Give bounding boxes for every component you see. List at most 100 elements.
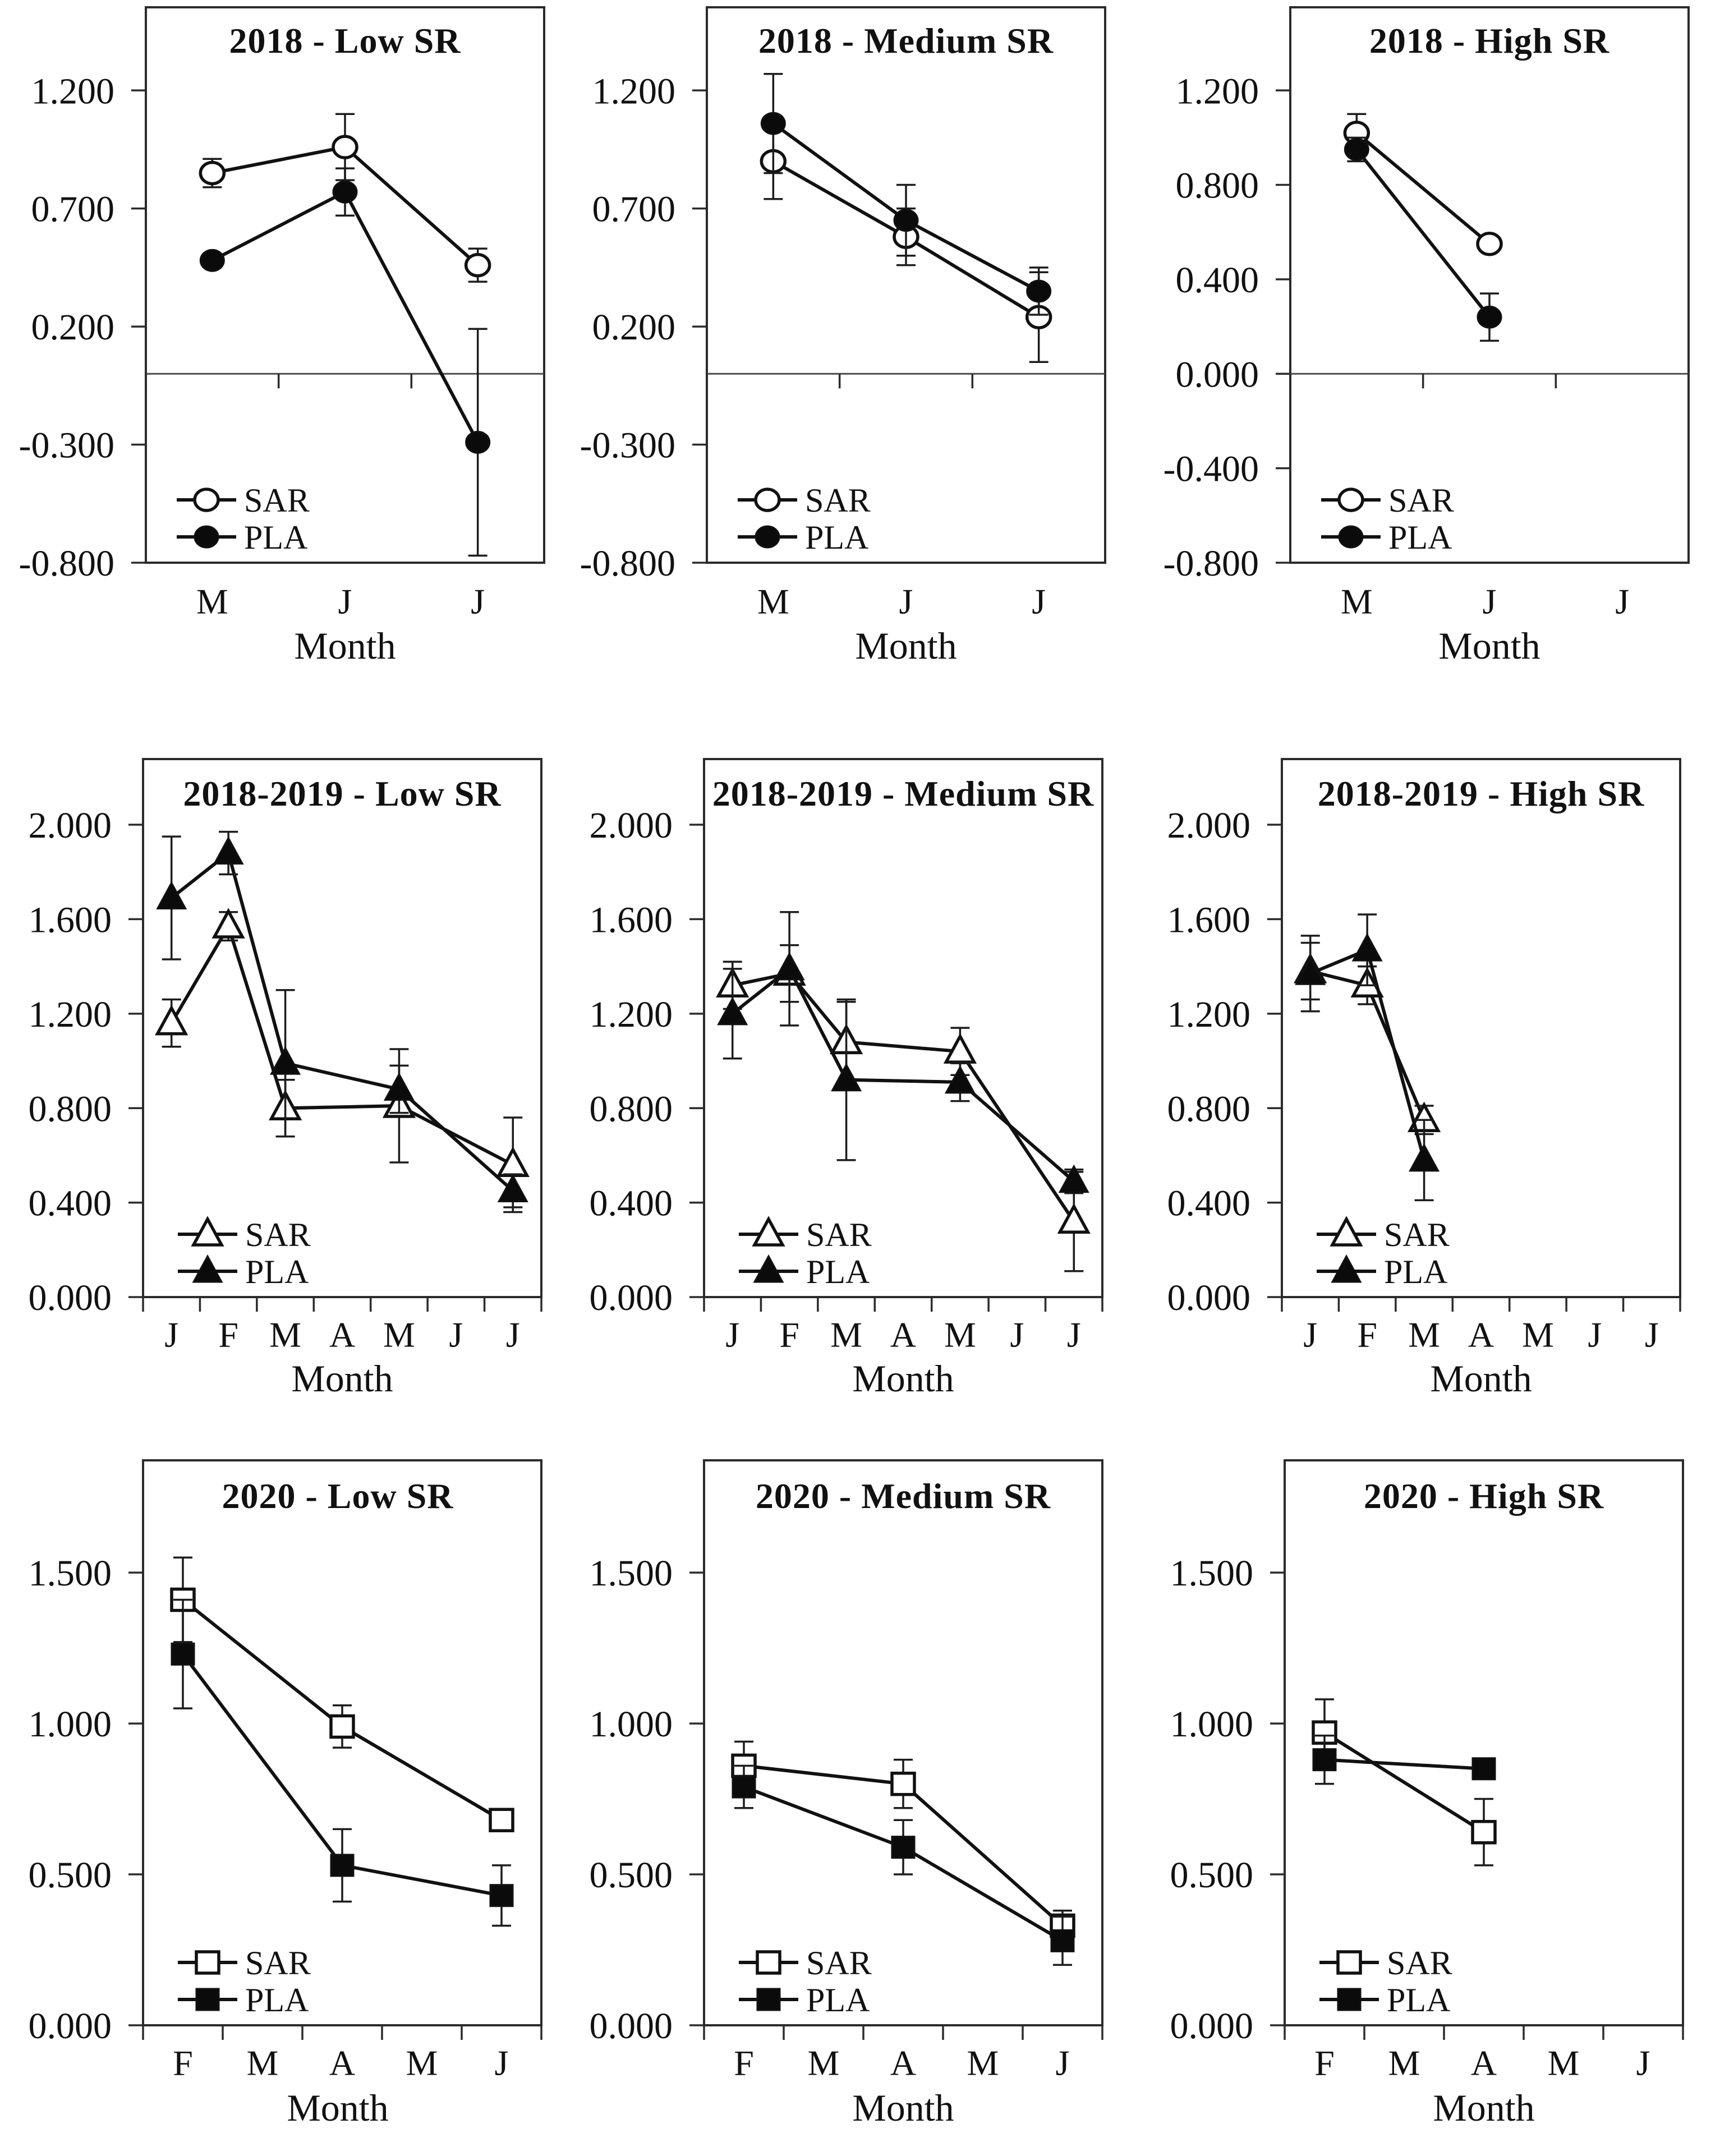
x-tick-label: M: [247, 2043, 279, 2083]
data-point-marker-filled-triangle: [213, 836, 244, 865]
legend-label: SAR: [805, 482, 871, 519]
x-tick-label: F: [1314, 2043, 1335, 2083]
data-point-marker-filled-triangle: [1409, 1143, 1440, 1172]
data-point-marker-filled-square: [195, 1988, 220, 2011]
x-tick-label: M: [944, 1314, 976, 1354]
y-axis: 2.000 1.600 1.200 0.800 0.400 0.000: [590, 805, 704, 1318]
data-point-marker-filled-circle: [1026, 279, 1052, 303]
y-tick-label: -0.800: [580, 543, 675, 584]
data-point-marker-filled-square: [171, 1642, 195, 1666]
plot-border: [1289, 6, 1690, 564]
x-tick-label: J: [1010, 1314, 1024, 1354]
data-point-marker-filled-triangle: [1295, 957, 1326, 985]
plot-border: [706, 6, 1106, 564]
x-tick-label: J: [164, 1314, 178, 1354]
series-PLA: [1312, 1734, 1496, 1785]
data-point-marker-filled-circle: [893, 209, 919, 232]
x-tick-label: J: [1636, 2043, 1650, 2083]
legend-label: SAR: [245, 1944, 311, 1982]
y-axis: 1.200 0.700 0.200 -0.300 -0.800: [19, 71, 146, 584]
legend-label: PLA: [806, 1982, 870, 2019]
data-point-marker-open-square: [1336, 1950, 1362, 1975]
y-tick-label: 0.000: [590, 1277, 673, 1318]
data-point-marker-open-triangle: [1057, 1203, 1091, 1234]
chart-title-1819-high: 2018-2019 - High SR: [1317, 774, 1645, 813]
y-tick-label: 2.000: [590, 805, 673, 846]
y-tick-label: 1.500: [29, 1553, 112, 1594]
series-PLA: [171, 1598, 514, 1927]
x-tick-label: J: [506, 1314, 520, 1354]
y-tick-label: 0.700: [592, 189, 676, 230]
series-SAR: [155, 908, 530, 1213]
x-axis-title-3: Month: [291, 1357, 393, 1400]
y-tick-label: 1.600: [29, 900, 112, 941]
x-tick-label: M: [383, 1314, 415, 1354]
data-point-marker-filled-circle: [1344, 137, 1369, 161]
x-tick-label: J: [1483, 581, 1497, 621]
data-point-marker-filled-circle: [755, 525, 780, 549]
y-axis: 1.200 0.700 0.200 -0.300 -0.800: [580, 71, 707, 584]
x-axis-title-8: Month: [1433, 2086, 1535, 2129]
legend-entry-SAR: SAR: [1319, 1944, 1452, 1982]
x-tick-label: M: [1548, 2043, 1580, 2083]
data-point-marker-filled-square: [891, 1836, 916, 1859]
data-point-marker-filled-triangle: [156, 881, 187, 910]
x-tick-label: M: [1341, 581, 1373, 621]
legend-entry-SAR: SAR: [1321, 482, 1454, 519]
y-tick-label: 1.000: [590, 1704, 673, 1745]
chart-title-2020-high: 2020 - High SR: [1363, 1476, 1604, 1516]
x-tick-label: M: [1408, 1314, 1440, 1354]
series-line-SAR: [1323, 1731, 1485, 1834]
x-tick-label: A: [1471, 2043, 1497, 2083]
y-tick-label: 0.500: [590, 1855, 673, 1896]
x-tick-label: J: [1303, 1314, 1317, 1354]
x-tick-label: A: [890, 2043, 916, 2083]
x-tick-label: M: [269, 1314, 301, 1354]
legend-label: SAR: [806, 1944, 872, 1982]
legend-label: PLA: [806, 1253, 870, 1290]
y-tick-label: 0.000: [590, 2006, 673, 2047]
x-tick-label: J: [1615, 581, 1629, 621]
data-point-marker-open-circle: [199, 160, 226, 186]
data-point-marker-filled-triangle: [753, 1254, 784, 1283]
y-tick-label: 1.600: [1167, 900, 1251, 941]
data-point-marker-open-triangle: [943, 1033, 977, 1064]
series-PLA: [717, 911, 1089, 1194]
chart-title-1819-low: 2018-2019 - Low SR: [183, 774, 502, 813]
data-point-marker-open-square: [890, 1771, 916, 1796]
y-tick-label: 0.400: [29, 1183, 112, 1224]
data-point-marker-open-triangle: [496, 1146, 530, 1177]
legend-label: SAR: [244, 482, 310, 519]
y-axis: 1.500 1.000 0.500 0.000: [29, 1553, 143, 2047]
chart-title-2018-medium: 2018 - Medium SR: [758, 21, 1054, 61]
y-tick-label: 1.600: [590, 900, 673, 941]
data-point-marker-filled-circle: [332, 180, 358, 204]
y-tick-label: 0.000: [1167, 1277, 1251, 1318]
data-point-marker-filled-triangle: [383, 1072, 415, 1101]
legend-label: SAR: [806, 1216, 872, 1253]
x-tick-label: J: [495, 2043, 509, 2083]
y-tick-label: 1.000: [29, 1704, 112, 1745]
data-point-marker-open-circle: [1476, 232, 1503, 256]
plot-border: [145, 6, 545, 564]
series-line-SAR: [732, 972, 1075, 1222]
legend-entry-PLA: PLA: [738, 519, 868, 556]
plot-border: [142, 1459, 542, 2026]
data-point-marker-filled-circle: [194, 525, 219, 549]
chart-2: 1.200 0.800 0.400 0.000 -0.400 -0.800 M J J SARPL…: [1163, 6, 1690, 621]
y-tick-label: 2.000: [29, 805, 112, 846]
x-tick-label: M: [1388, 2043, 1420, 2083]
x-tick-label: J: [899, 581, 913, 621]
y-tick-label: -0.800: [1163, 543, 1259, 584]
data-point-marker-open-square: [489, 1808, 514, 1832]
x-tick-label: F: [218, 1314, 238, 1354]
data-point-marker-filled-circle: [1477, 305, 1502, 329]
